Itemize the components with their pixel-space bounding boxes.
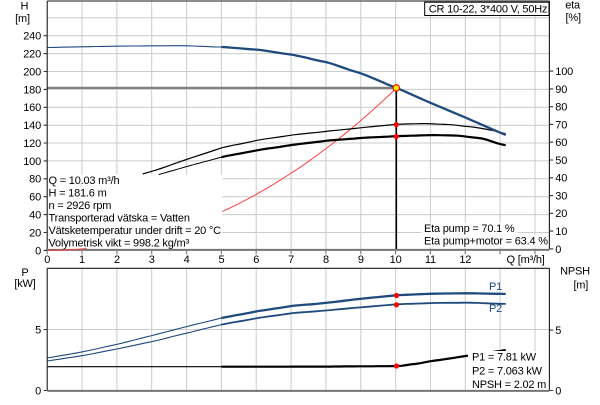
- svg-text:Q = 10.03 m³/h: Q = 10.03 m³/h: [49, 175, 120, 187]
- svg-text:CR 10-22, 3*400 V, 50Hz: CR 10-22, 3*400 V, 50Hz: [429, 4, 548, 16]
- svg-text:P: P: [21, 267, 28, 279]
- svg-text:Q [m³/h]: Q [m³/h]: [507, 254, 545, 266]
- svg-text:40: 40: [555, 173, 567, 185]
- svg-text:5: 5: [555, 325, 561, 337]
- svg-text:200: 200: [23, 66, 41, 78]
- svg-text:[%]: [%]: [566, 12, 581, 24]
- svg-text:11: 11: [425, 254, 436, 266]
- svg-text:0: 0: [555, 244, 561, 256]
- svg-text:20: 20: [555, 208, 567, 220]
- svg-text:[kW]: [kW]: [14, 278, 35, 290]
- svg-text:P1: P1: [489, 281, 502, 293]
- svg-text:8: 8: [323, 254, 329, 266]
- svg-text:160: 160: [23, 102, 41, 114]
- svg-text:H = 181.6 m: H = 181.6 m: [49, 188, 107, 200]
- svg-text:Eta pump = 70.1 %: Eta pump = 70.1 %: [424, 223, 515, 235]
- svg-text:120: 120: [23, 138, 41, 150]
- svg-text:10: 10: [555, 226, 567, 238]
- svg-text:60: 60: [555, 137, 567, 149]
- svg-text:4: 4: [184, 254, 190, 266]
- svg-text:NPSH: NPSH: [560, 265, 590, 277]
- svg-text:0: 0: [44, 254, 50, 266]
- svg-text:0: 0: [555, 385, 561, 397]
- svg-text:80: 80: [29, 174, 41, 186]
- svg-text:7: 7: [288, 254, 294, 266]
- svg-text:40: 40: [29, 210, 41, 222]
- svg-text:eta: eta: [565, 0, 581, 12]
- svg-text:0: 0: [35, 385, 41, 397]
- svg-text:NPSH = 2.02 m: NPSH = 2.02 m: [472, 379, 546, 391]
- svg-text:P2: P2: [489, 303, 502, 315]
- svg-text:3: 3: [149, 254, 155, 266]
- svg-text:1: 1: [79, 254, 85, 266]
- svg-text:20: 20: [29, 227, 41, 239]
- svg-text:70: 70: [555, 119, 567, 131]
- svg-text:n = 2926 rpm: n = 2926 rpm: [49, 200, 112, 212]
- svg-text:90: 90: [555, 84, 567, 96]
- svg-text:220: 220: [23, 49, 41, 61]
- svg-text:[m]: [m]: [15, 13, 30, 25]
- svg-text:60: 60: [29, 192, 41, 204]
- svg-text:80: 80: [555, 102, 567, 114]
- svg-text:P2 = 7.063 kW: P2 = 7.063 kW: [472, 365, 543, 377]
- svg-text:100: 100: [23, 156, 41, 168]
- svg-text:10: 10: [390, 254, 402, 266]
- svg-text:9: 9: [358, 254, 364, 266]
- svg-text:140: 140: [23, 120, 41, 132]
- svg-text:H: H: [21, 0, 29, 12]
- svg-text:180: 180: [23, 84, 41, 96]
- svg-text:Vätsketemperatur under drift =: Vätsketemperatur under drift = 20 °C: [49, 225, 222, 237]
- svg-text:P1 = 7.81 kW: P1 = 7.81 kW: [472, 352, 537, 364]
- svg-text:30: 30: [555, 191, 567, 203]
- svg-text:Volymetrisk vikt = 998.2 kg/m³: Volymetrisk vikt = 998.2 kg/m³: [49, 237, 190, 249]
- svg-text:Transporterad vätska = Vatten: Transporterad vätska = Vatten: [49, 212, 190, 224]
- svg-text:50: 50: [555, 155, 567, 167]
- svg-text:0: 0: [35, 245, 41, 257]
- svg-text:100: 100: [555, 66, 573, 78]
- svg-text:12: 12: [459, 254, 471, 266]
- svg-text:[m]: [m]: [573, 279, 588, 291]
- svg-text:5: 5: [218, 254, 224, 266]
- svg-text:2: 2: [114, 254, 120, 266]
- svg-text:6: 6: [253, 254, 259, 266]
- svg-text:Eta pump+motor = 63.4 %: Eta pump+motor = 63.4 %: [424, 236, 548, 248]
- svg-text:5: 5: [35, 324, 41, 336]
- svg-text:240: 240: [23, 31, 41, 43]
